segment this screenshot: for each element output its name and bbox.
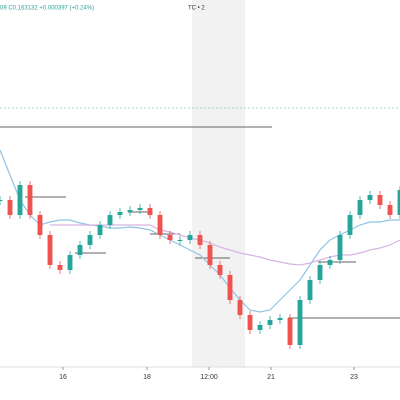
candle: [107, 215, 113, 225]
x-tick-label: 23: [350, 374, 358, 381]
candle: [147, 208, 153, 215]
candle: [7, 200, 13, 215]
candle: [237, 300, 243, 315]
candle: [197, 235, 203, 245]
candle: [47, 235, 53, 265]
candle: [127, 210, 133, 212]
candle: [397, 190, 400, 215]
candle: [277, 318, 283, 320]
session-shade: [192, 0, 245, 367]
candle: [227, 275, 233, 300]
moving-average: [0, 149, 400, 313]
candle: [377, 195, 383, 205]
candle: [167, 235, 173, 240]
candle: [77, 245, 83, 255]
candle: [357, 200, 363, 215]
candle: [67, 255, 73, 270]
x-tick-label: 21: [267, 374, 275, 381]
candle: [287, 318, 293, 345]
candle: [327, 260, 333, 265]
ohlc-readout: 09 C0.163132 +0.000397 (+0.24%): [0, 6, 94, 12]
candle: [97, 225, 103, 235]
candle: [337, 235, 343, 260]
candle: [177, 240, 183, 241]
candle: [367, 195, 373, 200]
candle: [157, 215, 163, 235]
candle: [187, 235, 193, 240]
candle: [57, 265, 63, 270]
candle: [217, 265, 223, 275]
candle: [267, 320, 273, 325]
candle: [27, 185, 33, 215]
candle: [117, 212, 123, 215]
candle: [257, 325, 263, 330]
x-tick-label: 18: [143, 374, 151, 381]
candle: [0, 200, 3, 201]
candle: [387, 205, 393, 215]
symbol-label: TC • 2: [188, 6, 205, 12]
candle: [247, 315, 253, 330]
candle: [137, 208, 143, 210]
candle: [17, 185, 23, 215]
candle: [317, 265, 323, 280]
candle: [347, 215, 353, 235]
x-tick-label: 16: [59, 374, 67, 381]
candle: [207, 245, 213, 265]
candle: [307, 280, 313, 300]
candle: [87, 235, 93, 245]
candle: [297, 300, 303, 345]
x-tick-label: 12:00: [200, 374, 218, 381]
candle: [37, 215, 43, 235]
